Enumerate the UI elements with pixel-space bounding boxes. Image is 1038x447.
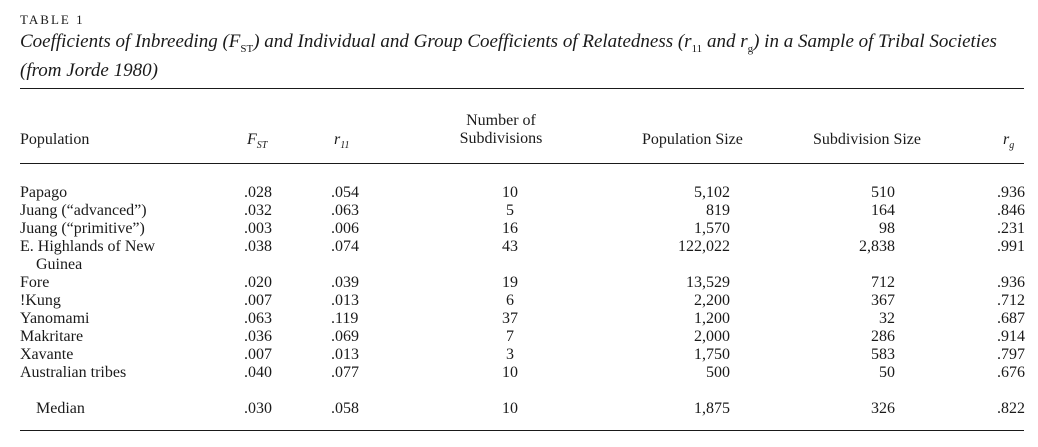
table-cell-rg: .712 [997, 292, 1025, 309]
table-cell-population-size: 1,570 [694, 220, 730, 237]
table-cell-population-size: 2,000 [694, 328, 730, 345]
table-cell-subdivision-size: 286 [871, 328, 895, 345]
table-cell-subdivisions: 43 [502, 238, 518, 255]
table-cell-subdivision-size: 32 [879, 310, 895, 327]
table-cell-rg: .991 [997, 238, 1025, 255]
table-cell-subdivision-size: 98 [879, 220, 895, 237]
table-cell-population-size: 1,200 [694, 310, 730, 327]
table-cell-subdivision-size: 510 [871, 184, 895, 201]
table-cell-population: !Kung [20, 292, 61, 309]
table-cell-population-size: 2,200 [694, 292, 730, 309]
table-cell-population: Juang (“advanced”) [20, 202, 147, 219]
table-cell-subdivision-size: 2,838 [859, 238, 895, 255]
table-cell-population: Fore [20, 274, 50, 291]
table-cell-subdivision-size: 164 [871, 202, 895, 219]
table-cell-fst: .007 [244, 292, 272, 309]
table-cell-subdivision-size: 367 [871, 292, 895, 309]
table-cell-population-continuation: Guinea [36, 256, 83, 273]
table-cell-population-size: 1,750 [694, 346, 730, 363]
table-cell-fst: .032 [244, 202, 272, 219]
table-cell-r11: .006 [331, 220, 359, 237]
median-subdivision-size: 326 [871, 400, 895, 417]
table-cell-population-size: 122,022 [678, 238, 730, 255]
table-cell-population: Xavante [20, 346, 74, 363]
bottom-rule [20, 430, 1024, 432]
table-cell-population-size: 13,529 [686, 274, 730, 291]
table-cell-population-size: 819 [706, 202, 730, 219]
table-cell-population: Makritare [20, 328, 84, 345]
table-cell-r11: .077 [331, 364, 359, 381]
table-cell-rg: .936 [997, 274, 1025, 291]
median-r11: .058 [331, 400, 359, 417]
header-r11: r11 [334, 131, 350, 152]
table-cell-rg: .936 [997, 184, 1025, 201]
header-rule [20, 163, 1024, 164]
table-cell-r11: .013 [331, 292, 359, 309]
table-cell-r11: .039 [331, 274, 359, 291]
median-fst: .030 [244, 400, 272, 417]
median-subdivisions: 10 [502, 400, 518, 417]
header-subdivision-size: Subdivision Size [813, 131, 922, 148]
table-cell-population: Yanomami [20, 310, 90, 327]
table-cell-rg: .231 [997, 220, 1025, 237]
table-cell-r11: .069 [331, 328, 359, 345]
table-cell-population: Australian tribes [20, 364, 127, 381]
table-cell-r11: .054 [331, 184, 359, 201]
header-population-size: Population Size [642, 131, 743, 148]
table-caption: Coefficients of Inbreeding (FST) and Ind… [20, 31, 997, 81]
median-population-size: 1,875 [694, 400, 730, 417]
table-cell-population: Juang (“primitive”) [20, 220, 145, 237]
table-cell-population: E. Highlands of New [20, 238, 156, 255]
table-cell-r11: .013 [331, 346, 359, 363]
table-cell-population-size: 500 [706, 364, 730, 381]
table-cell-subdivision-size: 712 [871, 274, 895, 291]
table-cell-subdivisions: 10 [502, 364, 518, 381]
table-cell-r11: .063 [331, 202, 359, 219]
table-cell-fst: .040 [244, 364, 272, 381]
table-cell-subdivisions: 19 [502, 274, 518, 291]
table-cell-r11: .074 [331, 238, 359, 255]
table-cell-subdivisions: 10 [502, 184, 518, 201]
table-label: TABLE 1 [20, 12, 85, 27]
header-rg: rg [1003, 131, 1015, 152]
header-fst: FST [247, 131, 268, 152]
median-rg: .822 [997, 400, 1025, 417]
table-cell-subdivision-size: 583 [871, 346, 895, 363]
table-cell-population-size: 5,102 [694, 184, 730, 201]
table-cell-fst: .003 [244, 220, 272, 237]
table-cell-rg: .676 [997, 364, 1025, 381]
table-cell-fst: .028 [244, 184, 272, 201]
table-cell-rg: .846 [997, 202, 1025, 219]
median-label: Median [36, 400, 85, 417]
table-cell-subdivisions: 7 [506, 328, 514, 345]
table-cell-subdivisions: 5 [506, 202, 514, 219]
table-cell-fst: .036 [244, 328, 272, 345]
table-cell-fst: .063 [244, 310, 272, 327]
table-cell-r11: .119 [331, 310, 359, 327]
table-cell-subdivisions: 16 [502, 220, 518, 237]
table-cell-fst: .007 [244, 346, 272, 363]
table-cell-population: Papago [20, 184, 68, 201]
table-cell-subdivisions: 3 [506, 346, 514, 363]
table-cell-subdivision-size: 50 [879, 364, 895, 381]
table-cell-rg: .797 [997, 346, 1025, 363]
table-cell-subdivisions: 6 [506, 292, 514, 309]
table-cell-fst: .020 [244, 274, 272, 291]
header-subdivisions: Number of Subdivisions [459, 112, 543, 147]
table-cell-fst: .038 [244, 238, 272, 255]
header-population: Population [20, 131, 90, 148]
top-rule [20, 88, 1024, 90]
table-cell-rg: .914 [997, 328, 1025, 345]
table-cell-subdivisions: 37 [502, 310, 518, 327]
table-cell-rg: .687 [997, 310, 1025, 327]
